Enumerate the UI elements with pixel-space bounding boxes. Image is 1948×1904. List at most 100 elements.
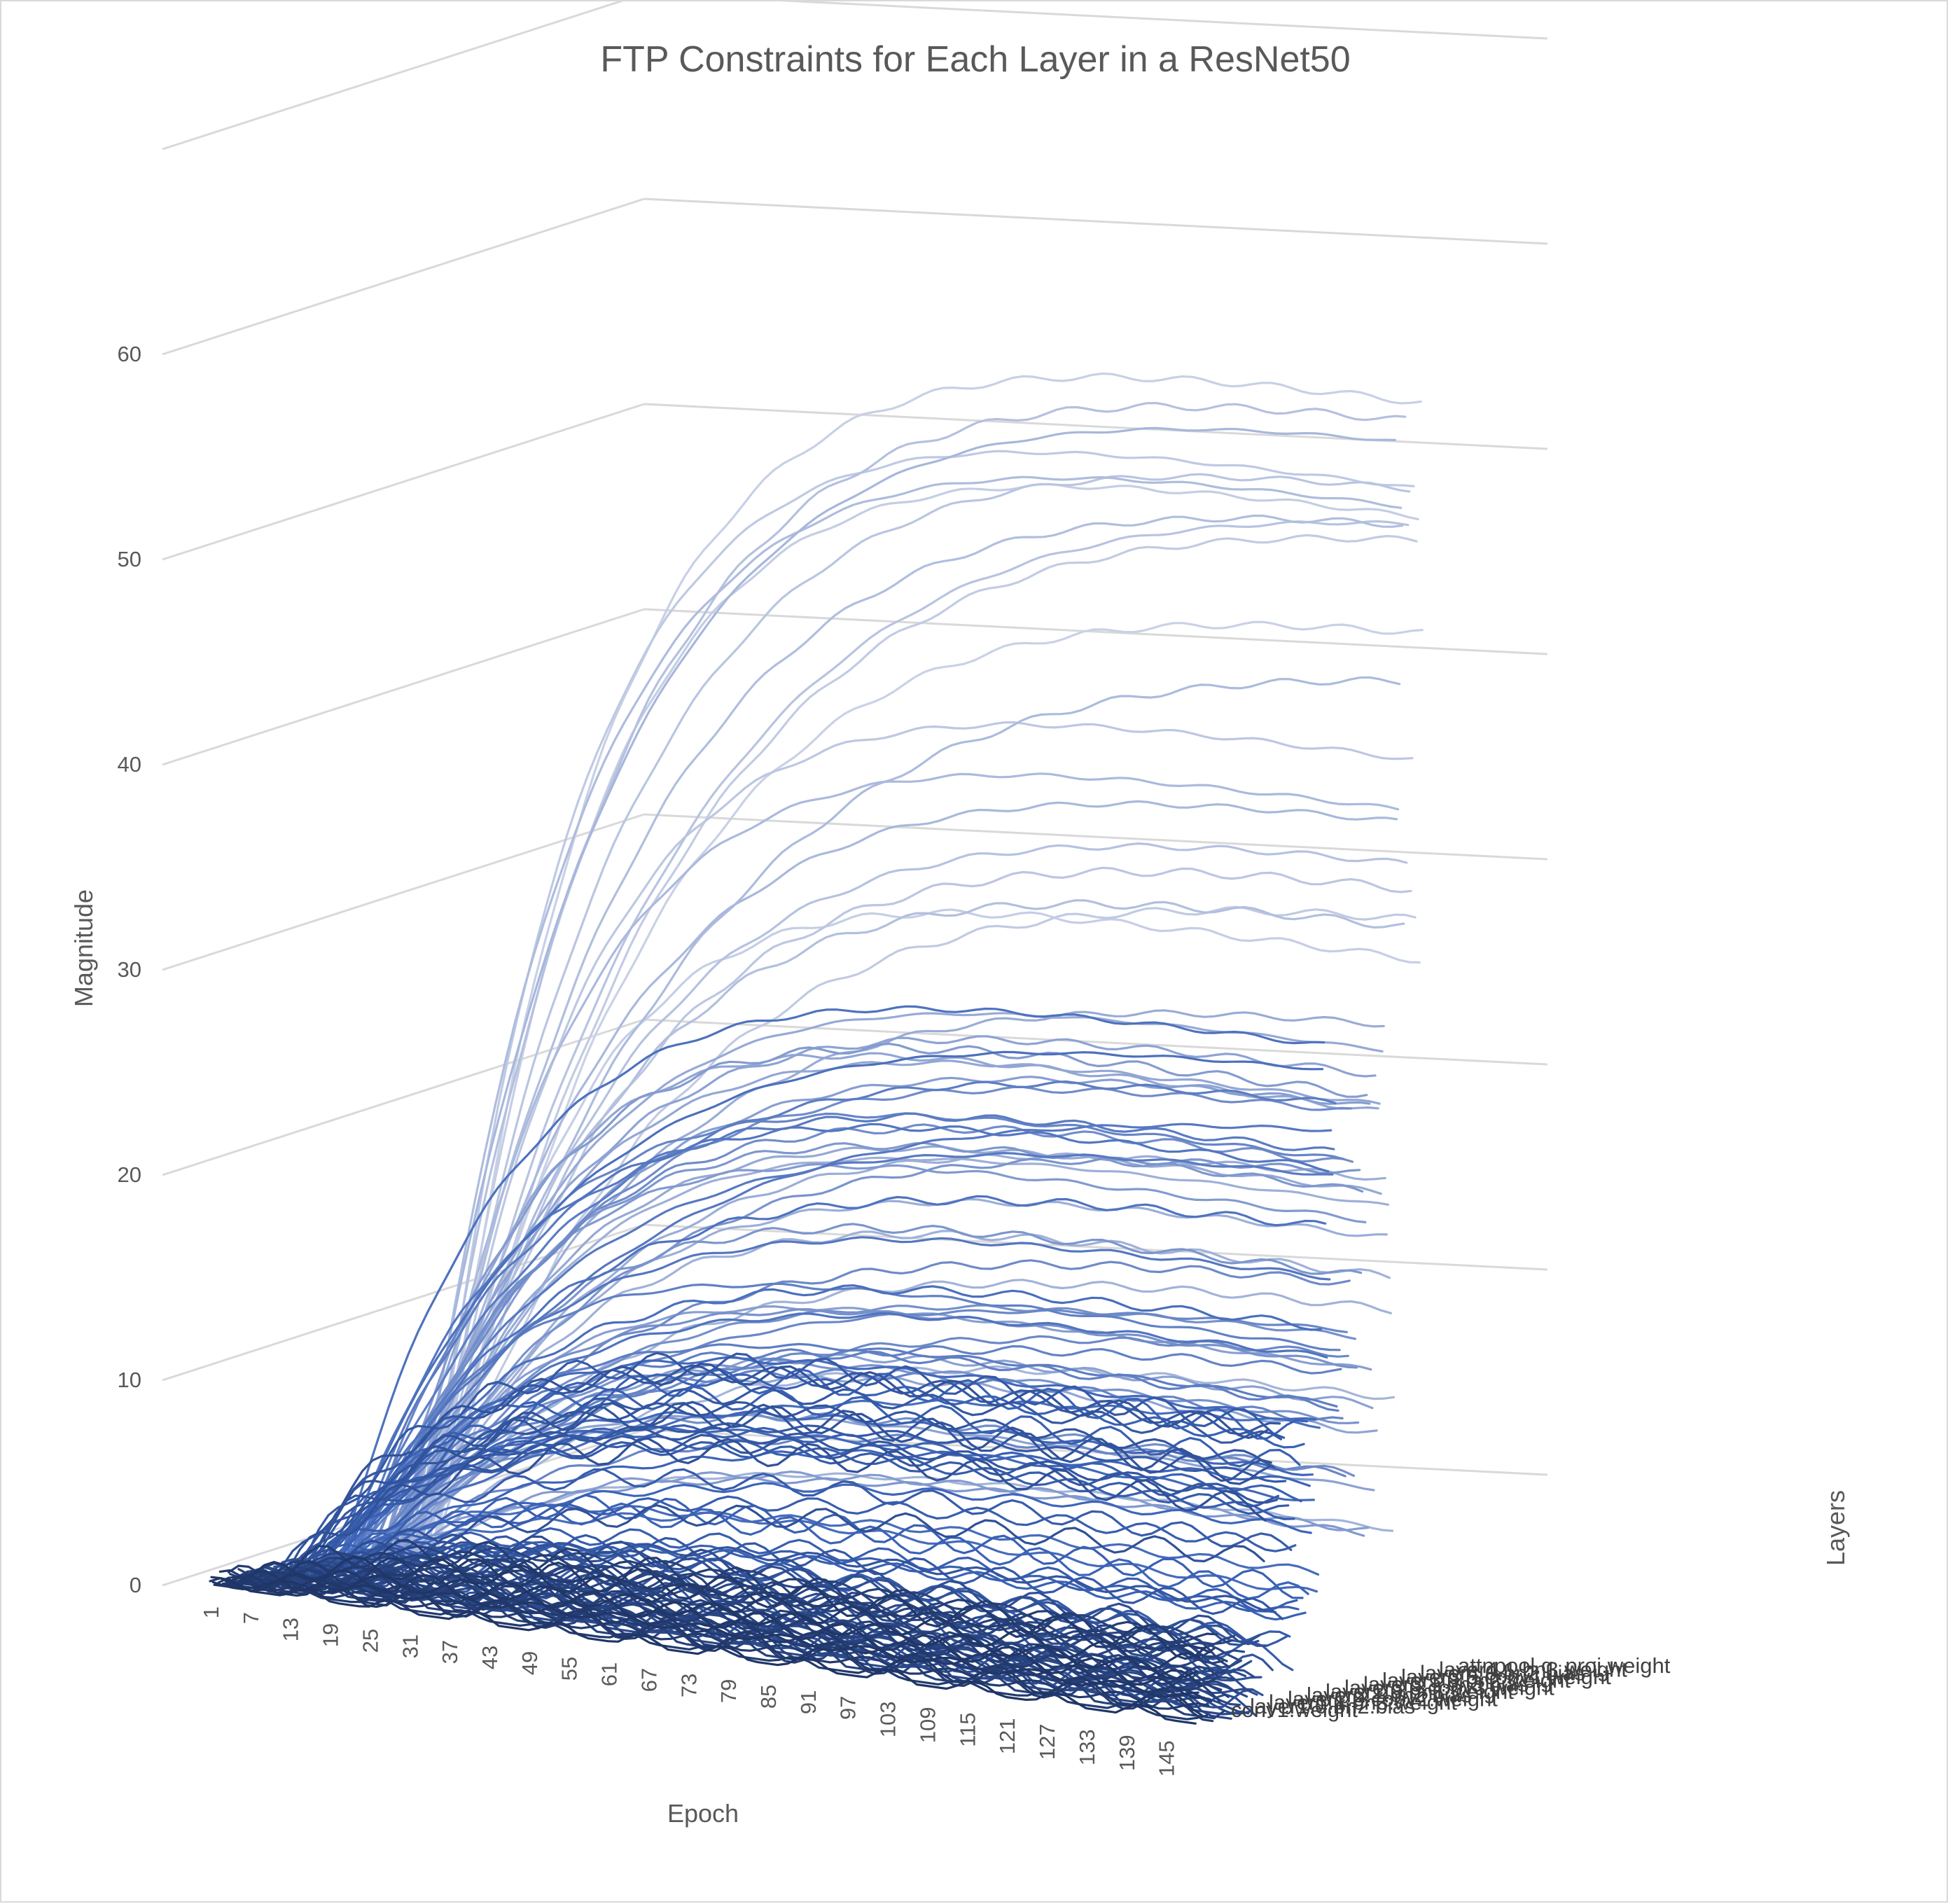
gridline-side — [162, 1018, 645, 1176]
layer-tick-label: layer3.3.bn2.weight — [1382, 1668, 1571, 1693]
series-line — [400, 1197, 1388, 1559]
series-line — [316, 1494, 1304, 1599]
series-line — [209, 1577, 1197, 1725]
series-line — [227, 1538, 1216, 1658]
x-tick-label: 139 — [1115, 1735, 1139, 1771]
gridline-back — [643, 1018, 1548, 1066]
series-line — [218, 1557, 1207, 1660]
series-line — [301, 1441, 1290, 1571]
series-line — [221, 1581, 1210, 1710]
layer-tick-label: layer4.1.bn3.weight — [1439, 1657, 1627, 1681]
y-tick-label: 60 — [118, 342, 141, 366]
layer-tick-label: attnpool.q_proj.weight — [1458, 1653, 1671, 1678]
series-line — [436, 620, 1424, 1553]
series-line — [211, 1579, 1199, 1698]
series-line — [328, 1356, 1316, 1569]
series-line — [342, 1236, 1331, 1568]
series-line — [398, 1152, 1386, 1557]
series-line — [310, 1527, 1298, 1613]
series-line — [386, 1353, 1374, 1562]
gridline-side — [162, 197, 645, 356]
gridline-back — [643, 403, 1548, 450]
series-line — [426, 721, 1414, 1555]
series-line — [403, 1230, 1391, 1560]
series-line — [412, 676, 1401, 1559]
y-tick-label: 20 — [118, 1162, 141, 1187]
series-line — [216, 1574, 1204, 1717]
series-line — [317, 1373, 1305, 1566]
series-line — [223, 1566, 1211, 1654]
y-tick-label: 10 — [118, 1368, 141, 1392]
series-line — [331, 1511, 1320, 1576]
series-line — [279, 1437, 1267, 1577]
series-line — [420, 842, 1408, 1557]
gridline-back — [643, 813, 1548, 861]
series-line — [356, 1368, 1344, 1566]
y-tick-label: 30 — [118, 957, 141, 982]
x-tick-label: 1 — [199, 1606, 223, 1618]
gridline-back — [643, 608, 1548, 655]
chart-title: FTP Constraints for Each Layer in a ResN… — [600, 39, 1350, 80]
series-line — [321, 1502, 1309, 1600]
layer-tick-label: conv1.weight — [1231, 1697, 1358, 1722]
x-tick-label: 61 — [597, 1662, 622, 1686]
series-line — [380, 1042, 1368, 1559]
series-line — [429, 905, 1417, 1556]
y-tick-label: 40 — [118, 752, 141, 777]
x-tick-label: 73 — [676, 1674, 701, 1697]
x-tick-label: 79 — [716, 1679, 741, 1703]
y-tick-labels: 0 10 20 30 40 50 60 — [118, 342, 141, 1597]
y-tick-label: 50 — [118, 547, 141, 571]
series-line — [424, 866, 1412, 1554]
series-line — [337, 1005, 1326, 1568]
series-line — [346, 1152, 1334, 1566]
series-line — [272, 1534, 1260, 1646]
x-tick-label: 133 — [1075, 1729, 1099, 1765]
x-tick-label: 19 — [319, 1623, 343, 1647]
x-tick-label: 91 — [796, 1690, 821, 1714]
series-line — [373, 1156, 1361, 1562]
x-tick-label: 97 — [836, 1696, 861, 1720]
layer-tick-label: layer1.0.bn2.bias — [1250, 1694, 1415, 1718]
gridline-side — [162, 1, 624, 151]
layer-tick-label: layer1.1.bn3.weight — [1269, 1690, 1457, 1715]
layer-tick-label: layer4.0.bn2.bias — [1420, 1661, 1585, 1686]
series-line — [366, 1123, 1354, 1565]
series-line — [224, 1578, 1213, 1703]
series-line — [283, 1401, 1271, 1567]
series-line — [214, 1569, 1202, 1688]
series-line — [291, 1433, 1280, 1567]
series-line — [277, 1504, 1265, 1578]
series-line — [297, 1351, 1286, 1575]
x-tick-label: 85 — [756, 1685, 781, 1709]
series-line — [210, 1573, 1198, 1680]
x-tick-label: 37 — [438, 1640, 462, 1664]
series-line — [340, 1312, 1328, 1569]
series-line — [335, 1050, 1324, 1568]
series-line — [405, 1472, 1394, 1559]
series-line — [378, 1162, 1367, 1563]
layer-tick-label: layer2.0.conv2.weight — [1288, 1686, 1498, 1711]
y-gridlines — [162, 1, 1548, 1587]
series-line — [370, 1308, 1358, 1564]
x-tick-label: 31 — [398, 1634, 422, 1658]
series-line — [430, 534, 1418, 1556]
layer-tick-label: layer3.5.conv1.weight — [1401, 1665, 1611, 1689]
x-tick-labels: 1 7 13 19 25 31 37 43 49 55 61 67 73 79 85 91 97 103 109 11… — [199, 1606, 1179, 1777]
gridline-side — [162, 813, 645, 971]
series-line — [349, 1080, 1337, 1567]
x-tick-label: 13 — [279, 1618, 303, 1641]
gridline-side — [162, 403, 645, 561]
series-line — [293, 1364, 1281, 1573]
layers-axis-title: Layers — [1821, 1490, 1850, 1566]
series-line — [213, 1555, 1201, 1671]
gridline-back — [778, 1, 1548, 40]
series-line — [324, 1482, 1312, 1571]
x-tick-label: 103 — [876, 1702, 900, 1738]
x-tick-label: 109 — [915, 1707, 940, 1744]
series-line — [371, 1361, 1360, 1562]
layer-tick-label: layer2.1.bn2.bias — [1307, 1683, 1472, 1707]
layer-tick-label: layer3.0.conv3.weight — [1344, 1676, 1554, 1700]
series-line — [327, 1426, 1315, 1568]
